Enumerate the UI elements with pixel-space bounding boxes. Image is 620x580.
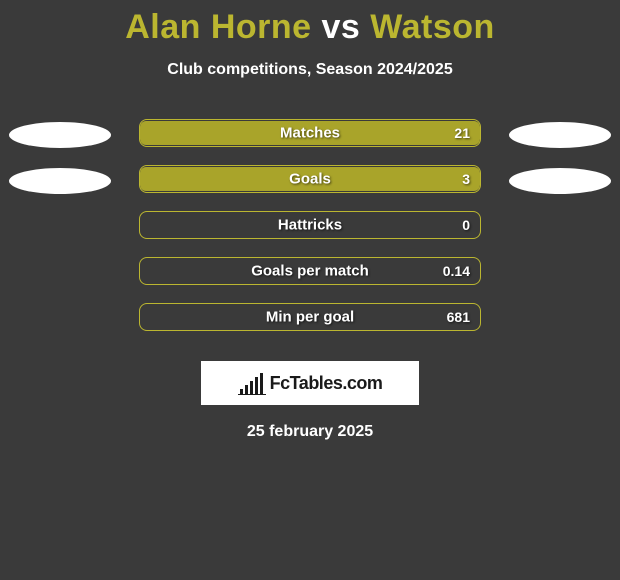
bar-chart-icon xyxy=(238,371,266,395)
date-text: 25 february 2025 xyxy=(0,423,620,441)
subtitle: Club competitions, Season 2024/2025 xyxy=(0,61,620,79)
stat-label: Goals xyxy=(289,171,331,188)
stat-bar: Matches 21 xyxy=(139,119,481,147)
stat-row: Min per goal 681 xyxy=(0,303,620,349)
logo-bar xyxy=(240,389,243,394)
fctables-logo: FcTables.com xyxy=(201,361,419,405)
stat-bar: Min per goal 681 xyxy=(139,303,481,331)
logo-bar xyxy=(250,381,253,394)
comparison-chart: Matches 21 Goals 3 Hattricks 0 Goals per match… xyxy=(0,119,620,349)
stat-label: Matches xyxy=(280,125,340,142)
stat-label: Min per goal xyxy=(266,309,354,326)
player2-indicator xyxy=(509,122,611,148)
stat-value: 3 xyxy=(462,171,470,187)
stat-row: Matches 21 xyxy=(0,119,620,165)
logo-bar xyxy=(260,373,263,394)
stat-bar: Goals per match 0.14 xyxy=(139,257,481,285)
stat-bar: Goals 3 xyxy=(139,165,481,193)
stat-label: Goals per match xyxy=(251,263,369,280)
stat-value: 0 xyxy=(462,217,470,233)
stat-row: Goals 3 xyxy=(0,165,620,211)
player1-indicator xyxy=(9,168,111,194)
stat-value: 0.14 xyxy=(443,263,470,279)
stat-value: 21 xyxy=(454,125,470,141)
logo-bar xyxy=(245,385,248,394)
stat-label: Hattricks xyxy=(278,217,342,234)
logo-bar xyxy=(255,377,258,394)
player1-name: Alan Horne xyxy=(125,8,311,46)
player1-indicator xyxy=(9,122,111,148)
page-title: Alan Horne vs Watson xyxy=(0,0,620,47)
player2-name: Watson xyxy=(370,8,495,46)
vs-text: vs xyxy=(312,8,371,46)
stat-row: Hattricks 0 xyxy=(0,211,620,257)
stat-row: Goals per match 0.14 xyxy=(0,257,620,303)
player2-indicator xyxy=(509,168,611,194)
stat-bar: Hattricks 0 xyxy=(139,211,481,239)
logo-text: FcTables.com xyxy=(270,373,383,394)
stat-value: 681 xyxy=(447,309,470,325)
